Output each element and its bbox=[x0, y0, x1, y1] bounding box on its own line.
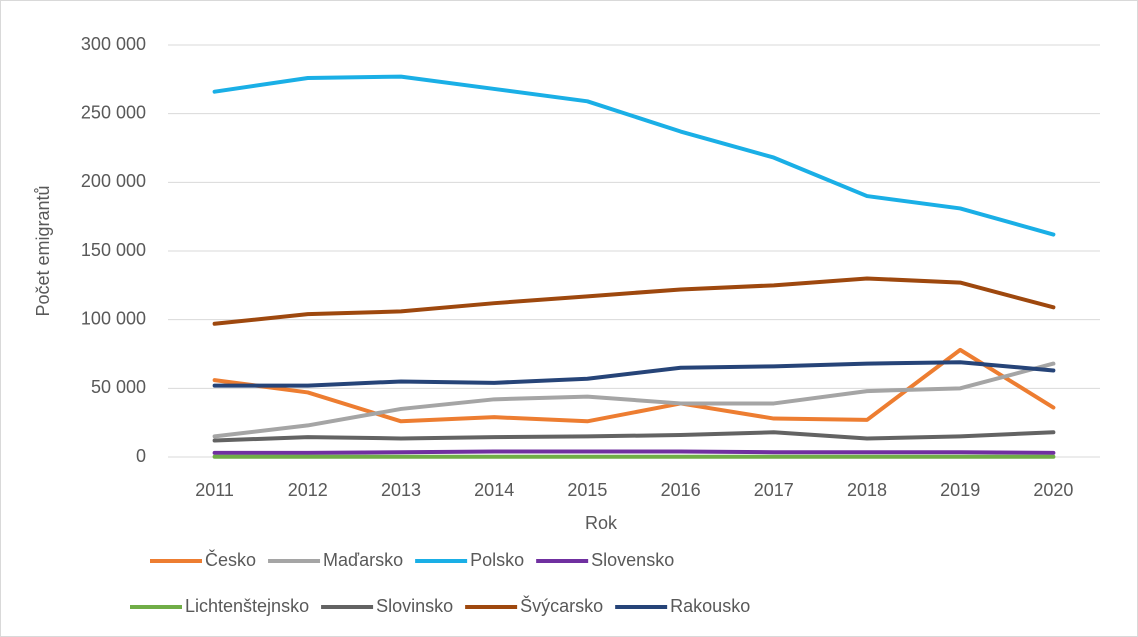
legend-label: Česko bbox=[205, 549, 256, 570]
series-line bbox=[212, 276, 1056, 326]
y-tick-label: 300 000 bbox=[81, 34, 146, 54]
y-tick-label: 50 000 bbox=[91, 377, 146, 397]
legend-label: Maďarsko bbox=[323, 550, 403, 570]
x-tick-label: 2020 bbox=[1033, 480, 1073, 500]
x-tick-label: 2015 bbox=[567, 480, 607, 500]
x-tick-label: 2011 bbox=[195, 480, 234, 500]
y-axis-title: Počet emigrantů bbox=[33, 185, 53, 316]
x-tick-label: 2017 bbox=[754, 480, 794, 500]
legend-label: Lichtenštejnsko bbox=[185, 596, 309, 616]
x-tick-label: 2018 bbox=[847, 480, 887, 500]
series-line bbox=[212, 347, 1056, 424]
series-line bbox=[212, 360, 1056, 388]
legend-label: Rakousko bbox=[670, 596, 750, 616]
x-tick-label: 2019 bbox=[940, 480, 980, 500]
x-tick-label: 2012 bbox=[288, 480, 328, 500]
y-tick-label: 150 000 bbox=[81, 240, 146, 260]
legend-label: Švýcarsko bbox=[520, 595, 603, 616]
x-axis-title: Rok bbox=[585, 513, 618, 533]
y-tick-label: 100 000 bbox=[81, 308, 146, 328]
series-line bbox=[212, 430, 1056, 443]
series-line bbox=[212, 74, 1056, 237]
series-line bbox=[212, 361, 1056, 439]
x-tick-label: 2016 bbox=[661, 480, 701, 500]
y-tick-label: 200 000 bbox=[81, 171, 146, 191]
x-tick-label: 2014 bbox=[474, 480, 514, 500]
legend-label: Polsko bbox=[470, 550, 524, 570]
y-tick-label: 0 bbox=[136, 446, 146, 466]
legend-label: Slovinsko bbox=[376, 596, 453, 616]
x-tick-label: 2013 bbox=[381, 480, 421, 500]
series-line bbox=[212, 449, 1056, 455]
y-tick-label: 250 000 bbox=[81, 102, 146, 122]
legend-label: Slovensko bbox=[591, 550, 674, 570]
